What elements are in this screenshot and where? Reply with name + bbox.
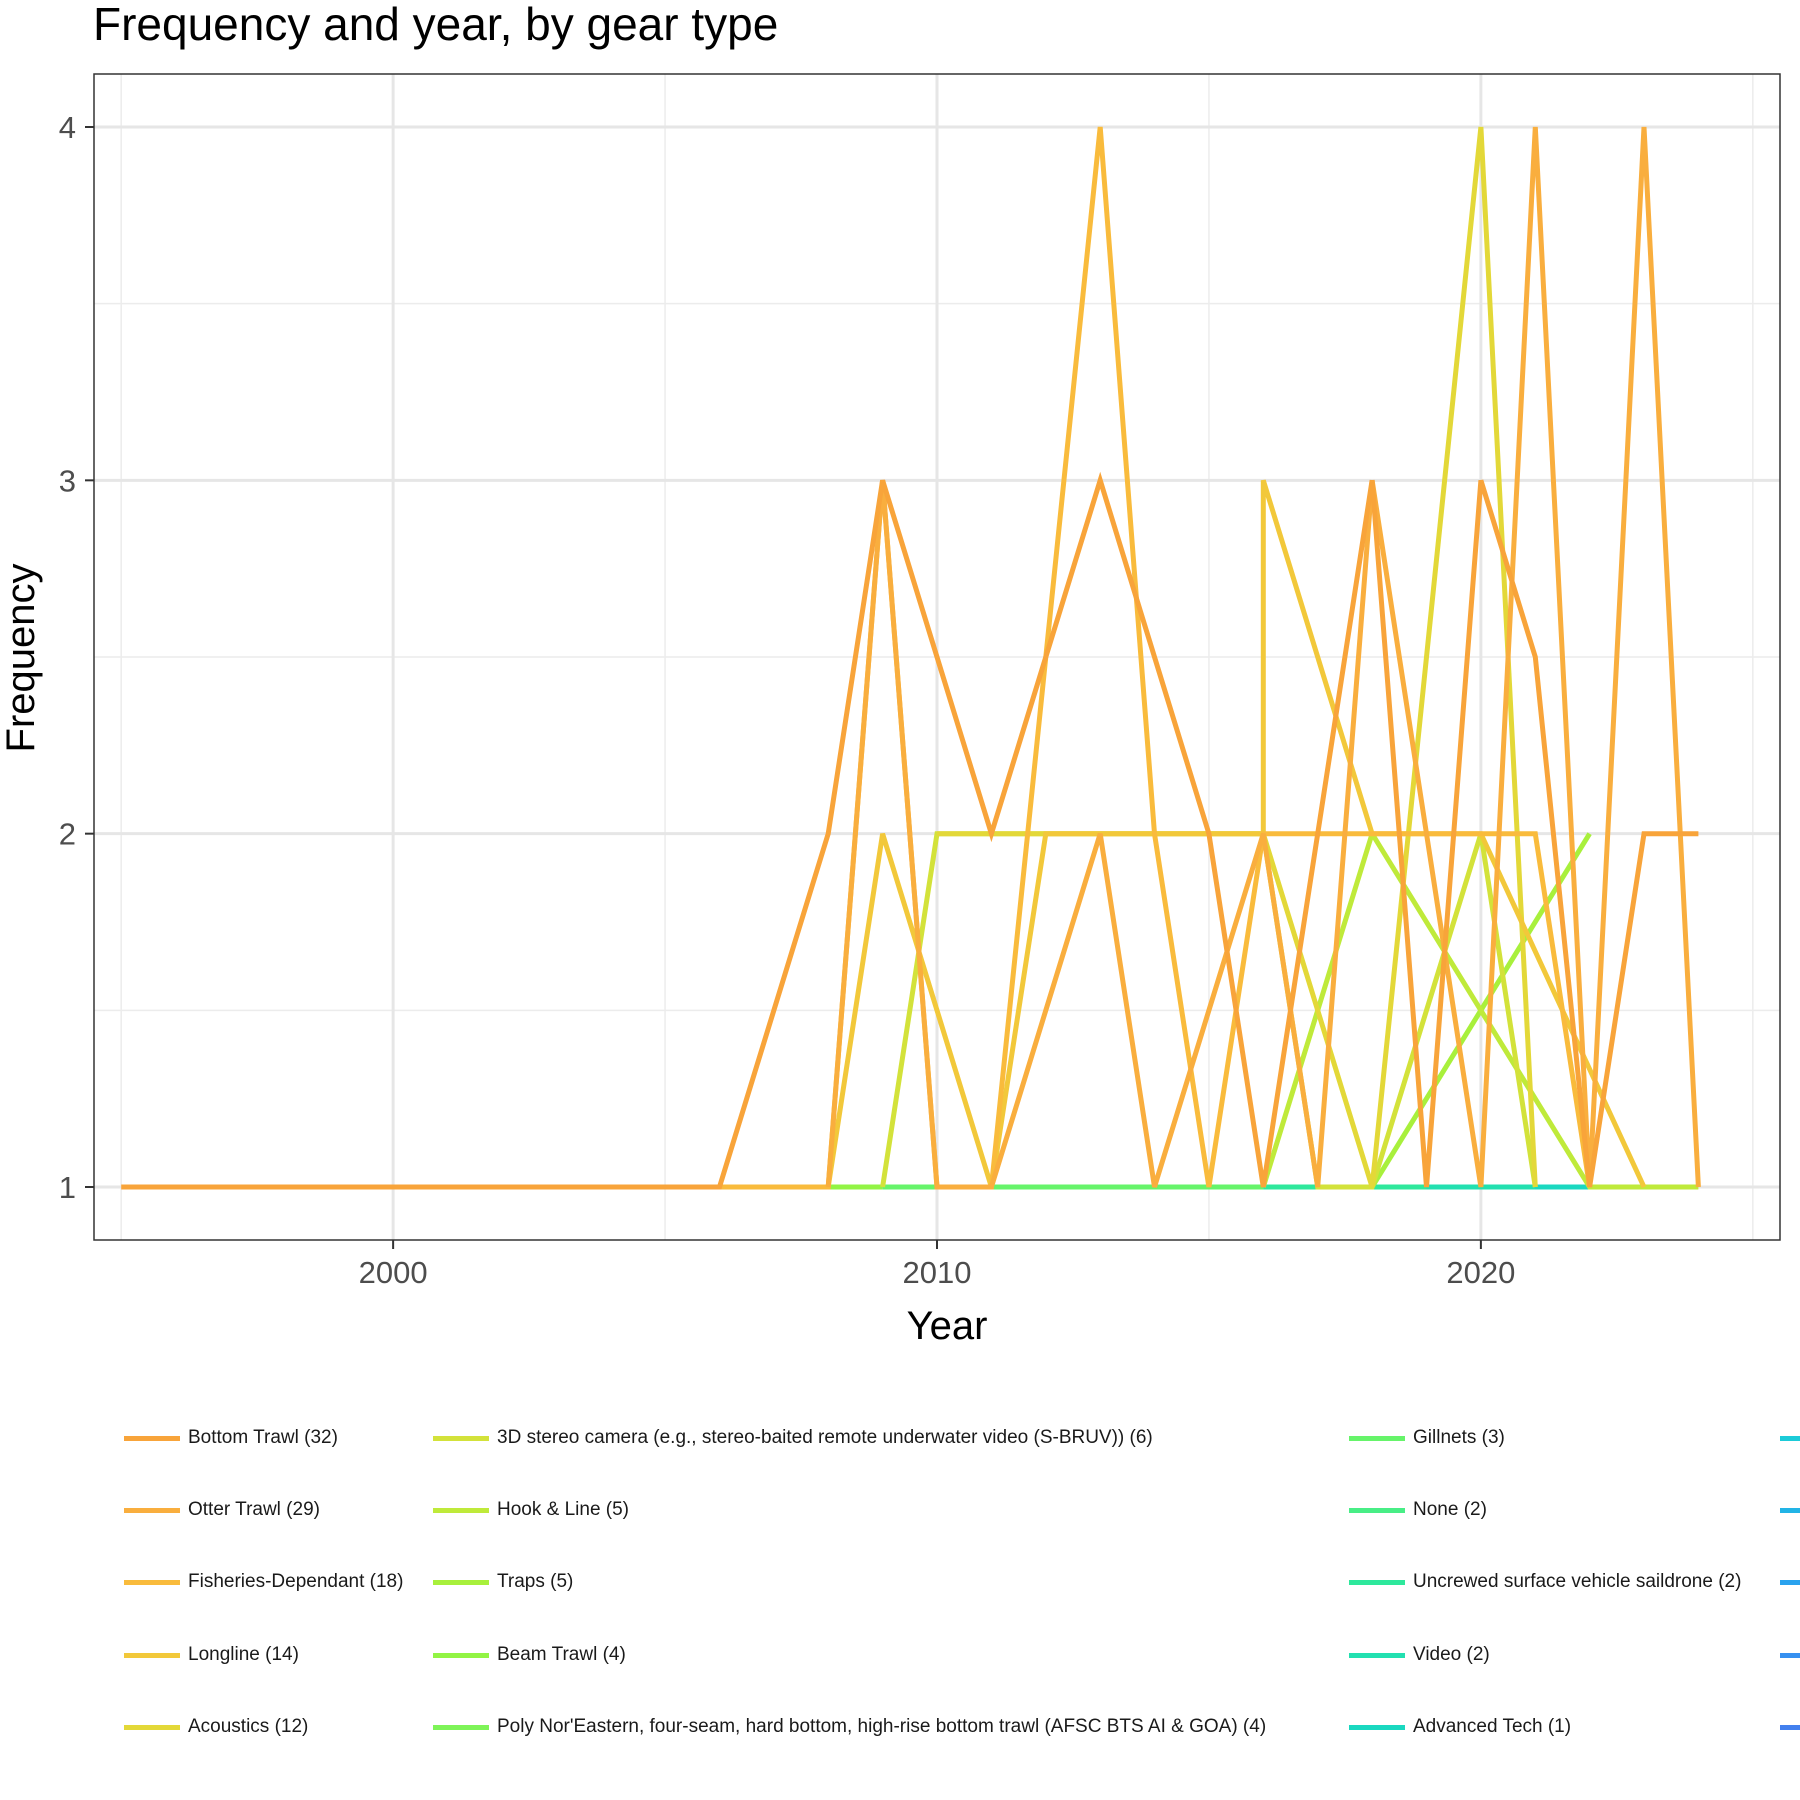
legend-key [1780, 1579, 1800, 1585]
legend-item: Gillnets (3) [1349, 1423, 1505, 1453]
legend-item: None (2) [1349, 1495, 1487, 1525]
legend-label: Fisheries-Dependant (18) [188, 1571, 404, 1592]
legend-key [124, 1579, 180, 1585]
y-axis-label: Frequency [0, 564, 43, 753]
legend-key [124, 1435, 180, 1441]
legend-key [124, 1652, 180, 1658]
legend-item [1780, 1423, 1800, 1453]
x-tick-label: 2020 [1446, 1255, 1515, 1290]
legend-item [1780, 1712, 1800, 1742]
legend-item [1780, 1495, 1800, 1525]
y-tick-label: 2 [59, 817, 76, 852]
legend-item [1780, 1640, 1800, 1670]
y-tick-label: 1 [59, 1170, 76, 1205]
legend-label: Poly Nor'Eastern, four-seam, hard bottom… [497, 1716, 1267, 1737]
legend-label: Advanced Tech (1) [1413, 1716, 1572, 1737]
legend-item: 3D stereo camera (e.g., stereo-baited re… [433, 1423, 1153, 1453]
legend-item: Bottom Trawl (32) [124, 1423, 338, 1453]
axes: 2000 2010 2020 1 2 3 4 [59, 110, 1516, 1290]
legend-label: Uncrewed surface vehicle saildrone (2) [1413, 1571, 1742, 1592]
legend-label: Video (2) [1413, 1644, 1490, 1665]
legend-item: Beam Trawl (4) [433, 1640, 626, 1670]
legend-item: Longline (14) [124, 1640, 299, 1670]
x-tick-label: 2010 [903, 1255, 972, 1290]
legend-item: Advanced Tech (1) [1349, 1712, 1571, 1742]
legend-item: Poly Nor'Eastern, four-seam, hard bottom… [433, 1712, 1266, 1742]
legend-item: Uncrewed surface vehicle saildrone (2) [1349, 1567, 1741, 1597]
x-tick-label: 2000 [359, 1255, 428, 1290]
legend-label: Otter Trawl (29) [188, 1499, 320, 1520]
legend-key [1349, 1435, 1405, 1441]
legend-item: Video (2) [1349, 1640, 1490, 1670]
x-axis-label: Year [907, 1304, 988, 1348]
legend-key [1349, 1507, 1405, 1513]
legend-item: Traps (5) [433, 1567, 573, 1597]
legend-label: Traps (5) [497, 1571, 574, 1592]
legend-item: Hook & Line (5) [433, 1495, 629, 1525]
legend-key [124, 1724, 180, 1730]
legend-key [433, 1652, 489, 1658]
series-line [121, 471, 1699, 1190]
legend-label: Bottom Trawl (32) [188, 1427, 338, 1448]
legend-key [433, 1507, 489, 1513]
legend-key [1780, 1724, 1800, 1730]
y-tick-label: 4 [59, 110, 76, 145]
legend-label: Hook & Line (5) [497, 1499, 630, 1520]
legend-label: Acoustics (12) [188, 1716, 309, 1737]
legend-key [124, 1507, 180, 1513]
legend-label: Gillnets (3) [1413, 1427, 1505, 1448]
legend-key [1349, 1652, 1405, 1658]
legend-item [1780, 1567, 1800, 1597]
legend-key [1780, 1435, 1800, 1441]
legend-key [1349, 1724, 1405, 1730]
legend-label: Longline (14) [188, 1644, 299, 1665]
chart-title: Frequency and year, by gear type [93, 0, 779, 50]
legend-key [433, 1724, 489, 1730]
series-line [825, 126, 1701, 1190]
legend-key [433, 1435, 489, 1441]
legend-label: 3D stereo camera (e.g., stereo-baited re… [497, 1427, 1153, 1448]
series-lines [121, 126, 1701, 1190]
legend-key [1349, 1579, 1405, 1585]
legend-key [1780, 1652, 1800, 1658]
legend-key [1780, 1507, 1800, 1513]
legend-key [433, 1579, 489, 1585]
legend-item: Acoustics (12) [124, 1712, 308, 1742]
y-tick-label: 3 [59, 463, 76, 498]
legend-label: None (2) [1413, 1499, 1487, 1520]
legend-item: Otter Trawl (29) [124, 1495, 320, 1525]
legend-item: Fisheries-Dependant (18) [124, 1567, 403, 1597]
legend-label: Beam Trawl (4) [497, 1644, 626, 1665]
